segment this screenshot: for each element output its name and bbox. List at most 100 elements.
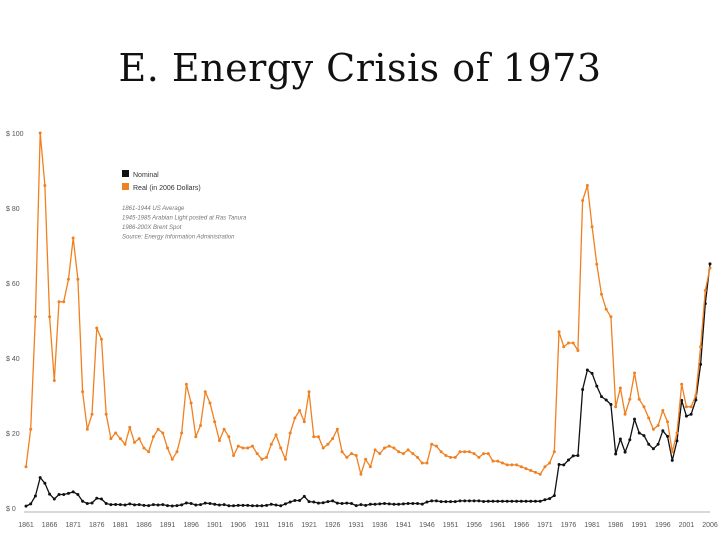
data-point-real bbox=[566, 341, 570, 345]
data-point-real bbox=[642, 405, 646, 409]
data-point-nominal bbox=[500, 499, 504, 503]
data-point-real bbox=[166, 446, 170, 450]
x-tick-label: 2006 bbox=[702, 522, 718, 529]
data-point-real bbox=[694, 394, 698, 397]
x-tick-label: 1981 bbox=[584, 522, 600, 529]
data-point-real bbox=[279, 446, 283, 450]
data-point-nominal bbox=[614, 452, 618, 456]
data-point-nominal bbox=[595, 384, 599, 388]
data-point-nominal bbox=[331, 499, 335, 503]
data-point-nominal bbox=[189, 502, 193, 505]
data-point-nominal bbox=[147, 504, 151, 508]
data-point-real bbox=[670, 450, 674, 454]
data-point-nominal bbox=[213, 502, 217, 506]
data-point-real bbox=[373, 448, 377, 452]
data-point-real bbox=[557, 330, 561, 334]
data-point-real bbox=[52, 379, 56, 382]
data-point-real bbox=[651, 427, 655, 431]
data-point-real bbox=[637, 397, 641, 401]
data-point-real bbox=[524, 467, 528, 471]
data-point-real bbox=[109, 437, 113, 441]
data-point-real bbox=[618, 386, 622, 390]
data-point-real bbox=[510, 463, 514, 467]
data-point-real bbox=[48, 315, 52, 319]
data-point-nominal bbox=[420, 502, 424, 506]
data-point-nominal bbox=[661, 429, 665, 433]
data-point-real bbox=[364, 457, 368, 461]
data-point-nominal bbox=[293, 499, 297, 502]
data-point-real bbox=[316, 435, 320, 439]
data-point-real bbox=[66, 277, 70, 281]
data-point-real bbox=[604, 307, 608, 311]
data-point-real bbox=[666, 420, 670, 424]
data-point-real bbox=[90, 412, 94, 416]
data-point-nominal bbox=[175, 504, 179, 508]
data-point-real bbox=[312, 435, 316, 439]
data-point-real bbox=[33, 315, 37, 319]
data-point-real bbox=[590, 225, 594, 229]
y-axis: $ 0 $ 20 $ 40 $ 60 $ 80 $ 100 bbox=[6, 131, 24, 513]
data-point-real bbox=[633, 371, 637, 375]
data-point-nominal bbox=[571, 454, 575, 458]
data-point-nominal bbox=[95, 496, 99, 500]
data-point-nominal bbox=[52, 497, 56, 501]
legend-swatch-nominal bbox=[122, 170, 129, 177]
x-tick-label: 1876 bbox=[89, 522, 105, 529]
data-point-real bbox=[260, 457, 264, 461]
data-point-nominal bbox=[161, 503, 165, 507]
data-point-nominal bbox=[689, 412, 693, 416]
data-point-nominal bbox=[670, 458, 674, 462]
data-point-nominal bbox=[397, 502, 401, 506]
data-point-nominal bbox=[217, 503, 221, 507]
data-point-real bbox=[345, 455, 349, 459]
data-point-nominal bbox=[321, 501, 325, 505]
data-point-nominal bbox=[373, 502, 377, 506]
data-point-nominal bbox=[496, 499, 500, 503]
x-tick-label: 1886 bbox=[136, 522, 152, 529]
data-point-real bbox=[552, 450, 556, 454]
data-point-nominal bbox=[227, 504, 231, 508]
x-tick-label: 1911 bbox=[254, 522, 269, 529]
data-point-real bbox=[458, 450, 462, 454]
data-point-real bbox=[340, 450, 344, 454]
data-point-nominal bbox=[651, 447, 655, 451]
data-point-real bbox=[194, 435, 198, 439]
legend-note: 1861-1944 US Average bbox=[122, 206, 185, 212]
data-point-real bbox=[359, 472, 363, 476]
x-tick-label: 1946 bbox=[419, 522, 435, 529]
data-point-real bbox=[411, 452, 415, 456]
data-point-real bbox=[444, 454, 448, 457]
data-point-real bbox=[217, 439, 221, 442]
data-point-real bbox=[236, 444, 240, 448]
data-point-real bbox=[623, 412, 627, 416]
data-point-nominal bbox=[510, 499, 514, 503]
data-point-real bbox=[439, 450, 443, 454]
legend-note: 1986-200X Brent Spot bbox=[122, 225, 182, 231]
data-point-nominal bbox=[43, 481, 47, 485]
data-point-nominal bbox=[104, 502, 108, 505]
data-point-nominal bbox=[340, 502, 344, 505]
data-point-real bbox=[161, 431, 165, 435]
data-point-real bbox=[703, 289, 707, 292]
data-point-nominal bbox=[57, 493, 61, 496]
data-point-nominal bbox=[699, 362, 703, 366]
data-point-nominal bbox=[581, 388, 585, 391]
data-point-nominal bbox=[194, 503, 198, 507]
data-point-real bbox=[137, 437, 141, 441]
data-point-real bbox=[472, 452, 476, 456]
data-point-nominal bbox=[604, 398, 608, 402]
data-point-real bbox=[515, 463, 519, 467]
data-point-nominal bbox=[590, 371, 594, 375]
data-point-real bbox=[265, 455, 269, 459]
data-point-real bbox=[519, 465, 523, 469]
data-point-nominal bbox=[265, 503, 269, 507]
data-point-nominal bbox=[222, 503, 226, 507]
data-point-real bbox=[529, 469, 533, 472]
y-tick-label: $ 20 bbox=[6, 431, 20, 438]
data-point-real bbox=[71, 236, 75, 240]
y-tick-label: $ 100 bbox=[6, 131, 24, 138]
x-tick-label: 1931 bbox=[348, 522, 364, 529]
data-point-real bbox=[29, 427, 33, 431]
data-point-nominal bbox=[477, 499, 481, 503]
